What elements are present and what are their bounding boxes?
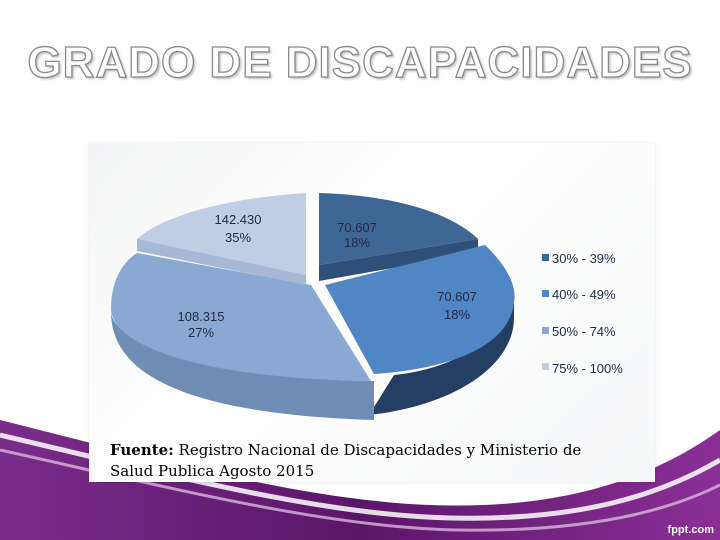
slide-title: GRADO DE DISCAPACIDADES [27,37,693,87]
slice-30-39-top [319,193,478,265]
legend-swatch-75-100 [542,363,549,370]
legend-label-30-39: 30% - 39% [552,251,616,266]
source-text: Registro Nacional de Discapacidades y Mi… [110,441,582,480]
data-label-75-100-percent: 35% [225,230,251,245]
slice-75-100-side [137,239,306,285]
legend-label-75-100: 75% - 100% [552,361,623,376]
data-label-50-74-value: 108.315 [178,309,225,324]
source-note: Fuente: Registro Nacional de Discapacida… [110,440,610,482]
data-label-40-49-percent: 18% [444,307,470,322]
legend-swatch-40-49 [542,290,549,297]
source-label: Fuente: [110,441,174,459]
legend-swatch-50-74 [542,327,549,334]
legend-label-50-74: 50% - 74% [552,324,616,339]
data-label-40-49-value: 70.607 [437,289,477,304]
data-label-75-100-value: 142.430 [215,212,262,227]
slice-30-39 [319,239,478,281]
chart-panel: 70.607 18% 70.607 18% 108.315 27% 142.43… [89,143,655,482]
slice-75-100-top [137,193,306,275]
legend-label-40-49: 40% - 49% [552,287,616,302]
data-label-30-39-percent: 18% [344,235,370,250]
data-label-30-39-value: 70.607 [337,220,377,235]
data-label-50-74-percent: 27% [188,325,214,340]
pie-slices [111,193,515,420]
slice-40-49-top [325,245,515,374]
legend: 30% - 39% 40% - 49% 50% - 74% 75% - 100% [542,251,623,376]
pie-chart: 70.607 18% 70.607 18% 108.315 27% 142.43… [111,193,623,420]
brand-watermark: fppt.com [667,524,714,536]
slice-40-49-side [369,297,514,415]
legend-swatch-30-39 [542,254,549,261]
slice-50-74-side [111,311,374,420]
